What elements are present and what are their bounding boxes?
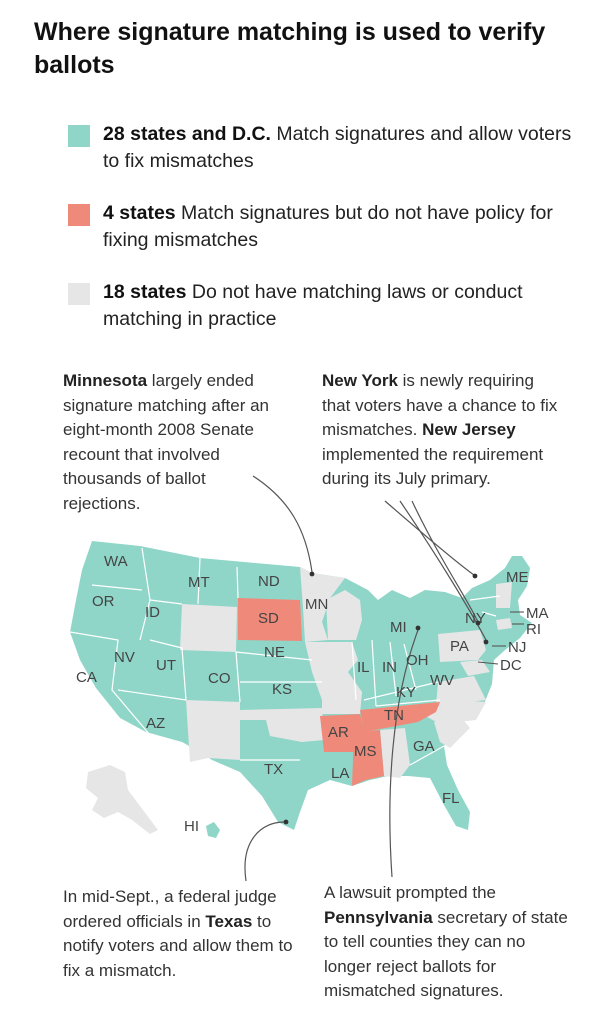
state-shape-ar (320, 714, 364, 752)
state-label-nd: ND (258, 573, 280, 590)
state-label-mn: MN (305, 596, 328, 613)
state-shape-mn (300, 567, 345, 642)
leader-line-endpoints (283, 571, 489, 825)
state-shape-nc (418, 700, 486, 724)
state-label-ny: NY (465, 610, 486, 627)
state-label-co: CO (208, 670, 231, 687)
state-shape-hi (206, 822, 220, 838)
state-shape-md-de (460, 660, 490, 676)
state-shape-ak (86, 765, 158, 834)
state-label-tx: TX (264, 761, 283, 778)
leader-line-pennsylvania (389, 629, 419, 878)
state-shape-ms (352, 730, 384, 786)
state-label-id: ID (145, 604, 160, 621)
state-shape-al (380, 728, 410, 778)
state-shape-sd (238, 598, 302, 641)
state-labels: WA OR CA ID NV MT UT AZ CO ND SD NE KS T… (76, 553, 549, 835)
state-shape-va (436, 676, 486, 706)
state-shape-ia (305, 642, 358, 672)
annotation-minnesota: Minnesota largely ended signature matchi… (63, 371, 270, 513)
leader-line-new-york-3 (411, 500, 479, 623)
state-label-il: IL (357, 659, 370, 676)
state-label-mt: MT (188, 574, 210, 591)
state-label-or: OR (92, 593, 115, 610)
state-label-ri: RI (526, 621, 541, 638)
state-shape-nm (186, 700, 240, 762)
state-label-fl: FL (442, 790, 460, 807)
state-label-ms: MS (354, 743, 377, 760)
leader-line-texas (244, 821, 285, 882)
state-label-ut: UT (156, 657, 176, 674)
state-label-la: LA (331, 765, 349, 782)
state-label-ar: AR (328, 724, 349, 741)
state-shape-sc (434, 716, 470, 748)
state-shape-ct (496, 618, 512, 630)
legend-label-match-no-fix: 4 states Match signatures but do not hav… (103, 202, 553, 251)
state-label-nj: NJ (508, 639, 526, 656)
state-label-pa: PA (450, 638, 469, 655)
state-label-oh: OH (406, 652, 429, 669)
state-label-nv: NV (114, 649, 135, 666)
leader-line-minnesota (252, 475, 313, 573)
state-label-ma: MA (526, 605, 549, 622)
legend-label-match-and-fix: 28 states and D.C. Match signatures and … (103, 123, 572, 172)
state-shape-wy (180, 604, 237, 652)
annotation-texas: In mid-Sept., a federal judge ordered of… (63, 887, 293, 980)
state-label-az: AZ (146, 715, 165, 732)
state-label-ga: GA (413, 738, 435, 755)
state-label-wa: WA (104, 553, 128, 570)
state-label-ne: NE (264, 644, 285, 661)
state-label-sd: SD (258, 610, 279, 627)
state-shape-wi (326, 590, 362, 640)
legend-label-no-matching: 18 states Do not have matching laws or c… (103, 281, 523, 330)
state-label-dc: DC (500, 657, 522, 674)
annotation-new-york: New York is newly requiring that voters … (322, 371, 558, 488)
state-shape-pa (438, 630, 486, 662)
state-label-wv: WV (430, 672, 454, 689)
state-label-ky: KY (396, 684, 416, 701)
state-shape-ok (240, 708, 324, 742)
state-label-me: ME (506, 569, 529, 586)
leader-line-new-york-2 (399, 500, 487, 641)
state-shape-tn (360, 702, 440, 732)
state-borders (69, 547, 501, 766)
annotation-leader-lines (244, 475, 487, 882)
legend-swatch-match-no-fix (68, 204, 90, 226)
state-shape-mo (312, 672, 362, 714)
state-label-hi: HI (184, 818, 199, 835)
state-shape-vt-nh (496, 582, 512, 608)
page-title: Where signature matching is used to veri… (34, 18, 546, 79)
state-label-tn: TN (384, 707, 404, 724)
small-state-callouts (477, 611, 524, 665)
leader-line-new-york-1 (384, 500, 475, 576)
state-label-ca: CA (76, 669, 97, 686)
annotation-pennsylvania: A lawsuit prompted the Pennsylvania secr… (324, 883, 568, 1000)
legend-swatch-match-and-fix (68, 125, 90, 147)
state-label-mi: MI (390, 619, 407, 636)
state-label-in: IN (382, 659, 397, 676)
state-label-ks: KS (272, 681, 292, 698)
legend-swatch-no-matching (68, 283, 90, 305)
